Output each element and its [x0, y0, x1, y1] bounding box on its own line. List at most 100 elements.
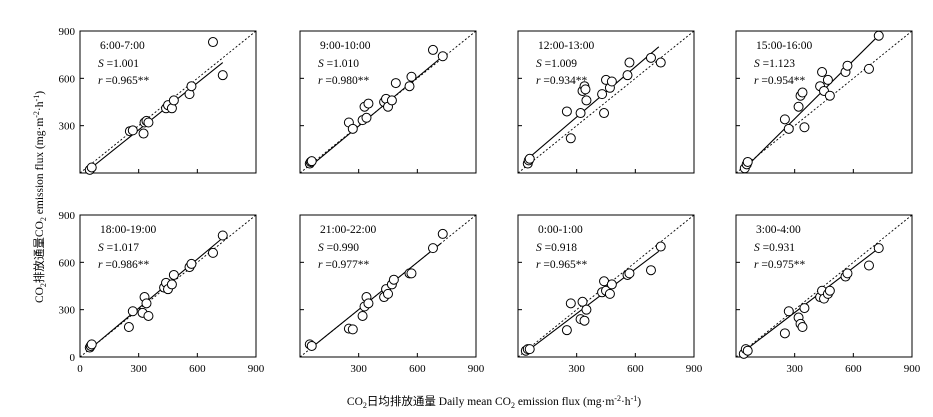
panel-6: 300 600 900 21:00-22:00 S =0.990 r =0.977** — [299, 214, 485, 375]
data-point — [406, 268, 417, 279]
panel-frame — [735, 30, 913, 174]
data-point — [143, 117, 154, 128]
data-point — [575, 108, 586, 119]
data-point — [577, 296, 588, 307]
data-point — [645, 265, 656, 276]
regression-line — [309, 242, 442, 350]
data-point — [842, 60, 853, 71]
one-to-one-line — [736, 31, 912, 173]
data-point — [127, 125, 138, 136]
data-point — [822, 74, 833, 85]
data-point — [799, 303, 810, 314]
y-tick-label: 900 — [59, 210, 76, 222]
data-point — [386, 95, 397, 106]
y-tick-label: 300 — [59, 305, 76, 317]
panel-slope-label: S =0.990 — [318, 242, 359, 254]
data-point — [606, 76, 617, 87]
data-point — [86, 339, 97, 350]
data-point — [561, 106, 572, 117]
panel-time-label: 9:00-10:00 — [320, 40, 371, 52]
data-point — [186, 258, 197, 269]
y-tick-label: 300 — [59, 121, 76, 133]
panel-time-label: 3:00-4:00 — [756, 224, 801, 236]
data-point — [207, 37, 218, 48]
panel-r-label: r =0.980** — [318, 75, 369, 87]
x-tick-label: 600 — [409, 363, 426, 375]
data-point — [383, 288, 393, 299]
panel-2: 9:00-10:00 S =1.010 r =0.980** — [299, 30, 477, 174]
panel-frame — [517, 30, 695, 174]
x-tick-label: 300 — [568, 363, 585, 375]
data-point — [793, 101, 804, 112]
data-point — [127, 306, 138, 317]
data-point — [824, 90, 835, 101]
panel-7: 300 600 900 0:00-1:00 S =0.918 r =0.965** — [517, 214, 703, 375]
data-point — [437, 228, 448, 239]
data-point — [842, 268, 853, 279]
data-point — [624, 57, 635, 68]
x-tick-label: 900 — [686, 363, 703, 375]
regression-line — [310, 55, 444, 167]
panel-time-label: 6:00-7:00 — [100, 40, 145, 52]
data-point — [141, 298, 152, 309]
y-axis-title: CO2排放通量CO2 emission flux (mg·m-2·h-1) — [32, 91, 48, 303]
data-point — [306, 156, 317, 167]
data-point — [363, 298, 374, 309]
data-point — [742, 345, 753, 356]
data-point — [306, 340, 317, 351]
panel-r-label: r =0.965** — [98, 75, 149, 87]
data-point — [597, 89, 608, 100]
data-point — [138, 128, 149, 139]
regression-line — [527, 46, 660, 160]
data-point — [361, 112, 372, 123]
panel-time-label: 15:00-16:00 — [756, 40, 812, 52]
data-point — [624, 268, 635, 279]
data-point — [580, 84, 591, 95]
data-point — [655, 57, 666, 68]
x-tick-label: 600 — [845, 363, 862, 375]
x-tick-label: 300 — [786, 363, 803, 375]
one-to-one-line — [518, 31, 694, 173]
panel-time-label: 18:00-19:00 — [100, 224, 156, 236]
data-point — [168, 95, 179, 106]
data-point — [581, 304, 592, 315]
x-tick-label: 900 — [468, 363, 485, 375]
regression-line — [89, 237, 224, 350]
data-point — [217, 230, 228, 241]
data-point — [742, 156, 753, 167]
panel-r-label: r =0.965** — [536, 259, 587, 271]
x-tick-label: 300 — [130, 363, 147, 375]
panel-frame — [517, 214, 695, 358]
data-point — [363, 98, 374, 109]
data-point — [217, 70, 228, 81]
data-point — [347, 123, 358, 134]
data-point — [404, 81, 415, 92]
y-tick-label: 600 — [59, 257, 76, 269]
panel-time-label: 12:00-13:00 — [538, 40, 594, 52]
panel-r-label: r =0.975** — [754, 259, 805, 271]
data-point — [779, 328, 790, 339]
y-tick-label: 600 — [59, 73, 76, 85]
data-point — [565, 298, 576, 309]
data-point — [817, 67, 828, 78]
panel-frame — [299, 214, 477, 358]
panel-3: 12:00-13:00 S =1.009 r =0.934** — [517, 30, 695, 174]
data-point — [606, 279, 617, 290]
panel-frame — [79, 30, 257, 174]
x-tick-label: 600 — [627, 363, 644, 375]
data-point — [347, 324, 358, 335]
data-point — [581, 95, 592, 106]
data-point — [797, 87, 808, 98]
data-point — [207, 247, 218, 258]
panel-grid: 300 600 900 6:00-7:00 S =1.001 r =0.965** 9:00… — [59, 26, 921, 375]
data-point — [143, 310, 154, 321]
data-point — [437, 51, 448, 62]
panel-slope-label: S =1.123 — [754, 58, 795, 70]
x-tick-label: 900 — [904, 363, 921, 375]
panel-slope-label: S =0.931 — [754, 242, 795, 254]
regression-line — [91, 62, 224, 168]
data-point — [645, 52, 656, 63]
regression-line — [744, 36, 878, 169]
panel-time-label: 21:00-22:00 — [320, 224, 376, 236]
